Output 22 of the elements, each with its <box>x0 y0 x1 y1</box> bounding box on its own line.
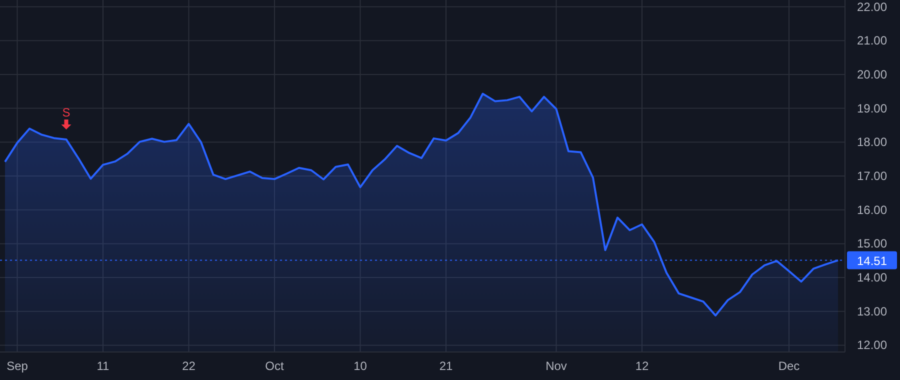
y-tick-label: 18.00 <box>856 135 888 150</box>
x-tick-label: 11 <box>96 359 110 373</box>
y-tick-label: 17.00 <box>856 169 888 183</box>
x-tick-label: Nov <box>546 359 567 373</box>
y-tick-label: 20.00 <box>856 67 888 82</box>
x-tick-label: 22 <box>182 359 196 373</box>
y-tick-label: 12.00 <box>856 338 888 352</box>
y-tick-label: 22.00 <box>856 0 888 14</box>
x-tick-label: 10 <box>354 359 368 373</box>
y-tick-label: 14.00 <box>856 270 888 285</box>
y-tick-label: 21.00 <box>856 34 888 48</box>
y-tick-label: 13.00 <box>856 304 888 318</box>
x-tick-label: Dec <box>778 359 800 373</box>
x-tick-label: 12 <box>635 359 649 373</box>
x-tick-label: Sep <box>6 359 28 373</box>
x-tick-label: 21 <box>439 359 453 373</box>
y-tick-label: 19.00 <box>856 101 888 116</box>
x-tick-label: Oct <box>265 359 284 373</box>
y-tick-label: 16.00 <box>856 202 888 217</box>
annotation: S <box>62 105 70 120</box>
y-tick-label: 15.00 <box>856 236 888 251</box>
ref-line-label: 14.51 <box>856 254 888 268</box>
